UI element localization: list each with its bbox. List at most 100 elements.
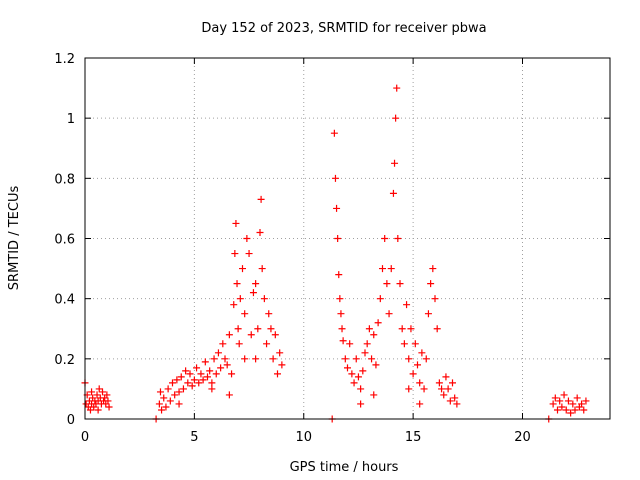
data-point	[175, 388, 183, 396]
data-point	[573, 394, 581, 402]
data-point	[567, 409, 575, 417]
data-point	[269, 355, 277, 363]
data-point	[212, 370, 220, 378]
data-point	[232, 219, 240, 227]
data-point	[175, 400, 183, 408]
data-point	[370, 391, 378, 399]
data-point	[234, 325, 242, 333]
data-point	[241, 355, 249, 363]
data-point	[427, 280, 435, 288]
data-point	[372, 361, 380, 369]
data-point	[389, 189, 397, 197]
data-point	[409, 370, 417, 378]
x-axis-label: GPS time / hours	[290, 460, 399, 475]
data-point	[190, 376, 198, 384]
data-point	[571, 406, 579, 414]
y-tick-label: 0.2	[54, 353, 75, 368]
data-point	[564, 397, 572, 405]
data-point	[433, 325, 441, 333]
data-point	[578, 400, 586, 408]
y-tick-label: 1.2	[54, 52, 75, 67]
data-point	[361, 349, 369, 357]
x-tick-label: 10	[295, 430, 312, 445]
data-point	[186, 370, 194, 378]
data-point	[239, 265, 246, 273]
data-point	[160, 394, 168, 402]
data-point	[554, 406, 561, 414]
data-point	[254, 325, 262, 333]
grid	[85, 58, 610, 419]
data-point	[357, 400, 365, 408]
data-point	[230, 301, 238, 309]
data-point	[405, 355, 413, 363]
data-point	[278, 361, 286, 369]
data-point	[95, 385, 103, 393]
data-point	[416, 379, 424, 387]
data-point	[94, 406, 102, 414]
data-point	[407, 325, 415, 333]
data-point	[233, 280, 241, 288]
data-point	[385, 310, 393, 318]
data-point	[104, 397, 112, 405]
data-point	[214, 349, 222, 357]
data-point	[88, 388, 96, 396]
data-point	[247, 331, 255, 339]
data-point	[411, 340, 419, 348]
data-point	[446, 397, 454, 405]
data-point	[105, 403, 113, 411]
data-point	[235, 340, 243, 348]
data-point	[348, 370, 356, 378]
data-point	[93, 391, 101, 399]
data-point	[184, 379, 192, 387]
data-point	[197, 370, 205, 378]
data-point	[164, 385, 172, 393]
y-tick-label: 0.6	[54, 233, 75, 248]
data-point	[444, 385, 452, 393]
data-point	[252, 355, 260, 363]
data-point	[379, 265, 386, 273]
data-point	[195, 379, 203, 387]
data-point	[337, 310, 345, 318]
data-point	[179, 385, 187, 393]
data-point	[451, 394, 459, 402]
data-point	[400, 340, 408, 348]
data-point	[225, 391, 233, 399]
data-point	[241, 310, 249, 318]
data-point	[188, 382, 196, 390]
x-tick-label: 0	[81, 430, 89, 445]
data-point	[551, 394, 559, 402]
data-point	[219, 340, 227, 348]
data-point	[549, 400, 557, 408]
data-point	[252, 280, 260, 288]
data-point	[260, 295, 268, 303]
data-point	[396, 280, 404, 288]
plot-frame	[84, 57, 611, 420]
data-point	[158, 406, 166, 414]
data-point	[173, 376, 181, 384]
data-point	[99, 388, 106, 396]
x-tick-labels: 0 5 10 15 20	[81, 430, 531, 445]
y-tick-labels: 0 0.2 0.4 0.6 0.8 1 1.2	[54, 52, 75, 428]
data-point	[221, 355, 229, 363]
data-point	[271, 331, 279, 339]
data-point	[236, 295, 244, 303]
data-point	[363, 340, 371, 348]
data-point	[391, 159, 399, 167]
data-point	[199, 376, 207, 384]
data-point	[217, 364, 225, 372]
data-point	[359, 367, 367, 375]
data-point	[453, 400, 461, 408]
data-point	[166, 397, 174, 405]
data-point	[257, 195, 265, 203]
data-point	[335, 271, 343, 279]
data-point	[562, 406, 570, 414]
data-point	[442, 373, 450, 381]
data-point	[560, 391, 568, 399]
data-point	[201, 358, 209, 366]
data-point	[365, 325, 373, 333]
data-point	[225, 331, 233, 339]
data-point	[414, 361, 421, 369]
data-point	[267, 325, 275, 333]
data-points	[81, 84, 590, 423]
